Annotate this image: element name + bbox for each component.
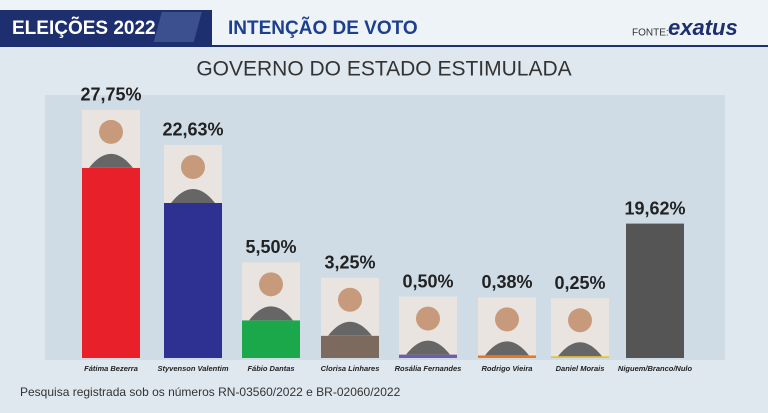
badge-icon <box>153 12 202 42</box>
source-label: FONTE: <box>632 28 669 39</box>
category-label: Niguem/Branco/Nulo <box>618 364 693 373</box>
header-title: INTENÇÃO DE VOTO <box>228 17 418 39</box>
photo-body <box>328 321 372 336</box>
photo-head <box>495 307 519 332</box>
photo-head <box>181 154 205 179</box>
photo-body <box>558 342 602 357</box>
category-label: Fátima Bezerra <box>84 364 138 373</box>
footnote: Pesquisa registrada sob os números RN-03… <box>20 385 401 399</box>
category-label: Daniel Morais <box>556 364 605 373</box>
bar <box>626 223 684 358</box>
header-badge-text: ELEIÇÕES 2022 <box>12 17 156 39</box>
photo-head <box>416 306 440 331</box>
photo-body <box>485 341 529 356</box>
category-label: Rodrigo Vieira <box>482 364 533 373</box>
value-label: 22,63% <box>162 120 223 140</box>
logo: exatus <box>668 15 738 40</box>
value-label: 3,25% <box>324 252 375 272</box>
value-label: 0,38% <box>481 272 532 292</box>
value-label: 0,50% <box>402 271 453 291</box>
photo-head <box>99 119 123 144</box>
bar <box>321 335 379 358</box>
photo-head <box>338 287 362 312</box>
photo-head <box>568 308 592 333</box>
photo-head <box>259 272 283 297</box>
photo-body <box>171 188 215 203</box>
photo-body <box>406 340 450 355</box>
value-label: 5,50% <box>245 237 296 257</box>
photo-body <box>249 306 293 321</box>
plot-panel <box>45 95 725 360</box>
chart-title: GOVERNO DO ESTADO ESTIMULADA <box>196 58 571 81</box>
category-label: Rosália Fernandes <box>395 364 462 373</box>
photo-body <box>89 153 133 168</box>
value-label: 27,75% <box>80 85 141 105</box>
bar <box>164 202 222 358</box>
bar <box>399 354 457 358</box>
value-label: 19,62% <box>624 198 685 218</box>
category-label: Styvenson Valentim <box>158 364 229 373</box>
bar <box>478 355 536 358</box>
bar <box>551 356 609 358</box>
bar <box>242 320 300 358</box>
category-label: Clorisa Linhares <box>321 364 380 373</box>
category-label: Fábio Dantas <box>247 364 294 373</box>
value-label: 0,25% <box>554 273 605 293</box>
bar <box>82 167 140 358</box>
